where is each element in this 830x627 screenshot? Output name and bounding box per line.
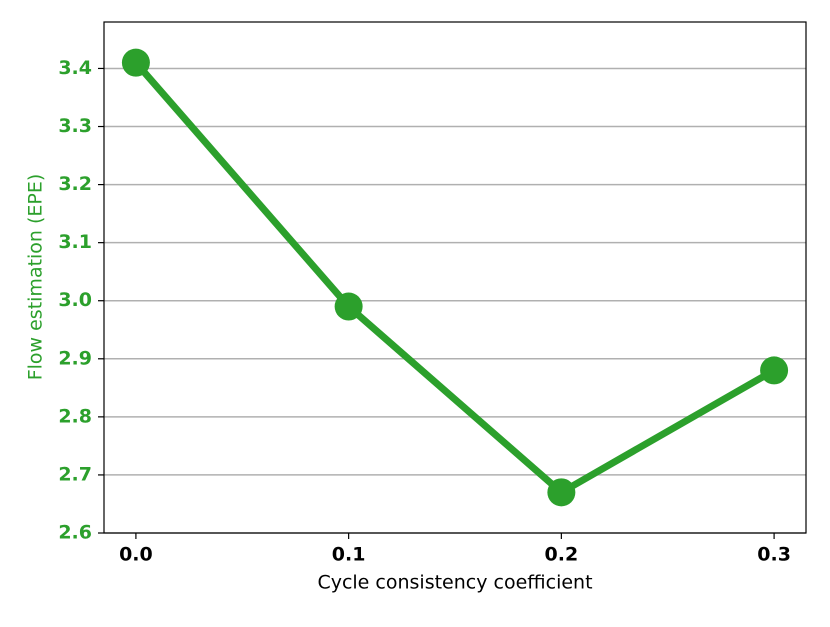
y-tick-label: 2.7 — [58, 463, 92, 485]
y-tick-label: 2.9 — [58, 347, 92, 369]
x-tick-label: 0.2 — [545, 544, 579, 566]
x-tick-label: 0.3 — [757, 544, 791, 566]
marker — [334, 292, 363, 321]
x-tick-label: 0.1 — [332, 544, 366, 566]
y-tick-label: 2.6 — [58, 522, 92, 544]
marker — [121, 48, 150, 77]
plot-frame — [103, 21, 807, 534]
marker — [760, 356, 789, 385]
y-tick-label: 2.8 — [58, 405, 92, 427]
y-tick-label: 3.2 — [58, 173, 92, 195]
line — [133, 60, 776, 496]
x-axis-label: Cycle consistency coefficient — [317, 572, 592, 594]
y-tick-label: 3.3 — [58, 115, 92, 137]
marker — [547, 478, 576, 507]
y-tick-label: 3.4 — [58, 57, 92, 79]
y-axis-label: Flow estimation (EPE) — [25, 174, 47, 381]
x-tick-label: 0.0 — [119, 544, 153, 566]
y-tick-label: 3.0 — [58, 289, 92, 311]
y-tick-label: 3.1 — [58, 231, 92, 253]
